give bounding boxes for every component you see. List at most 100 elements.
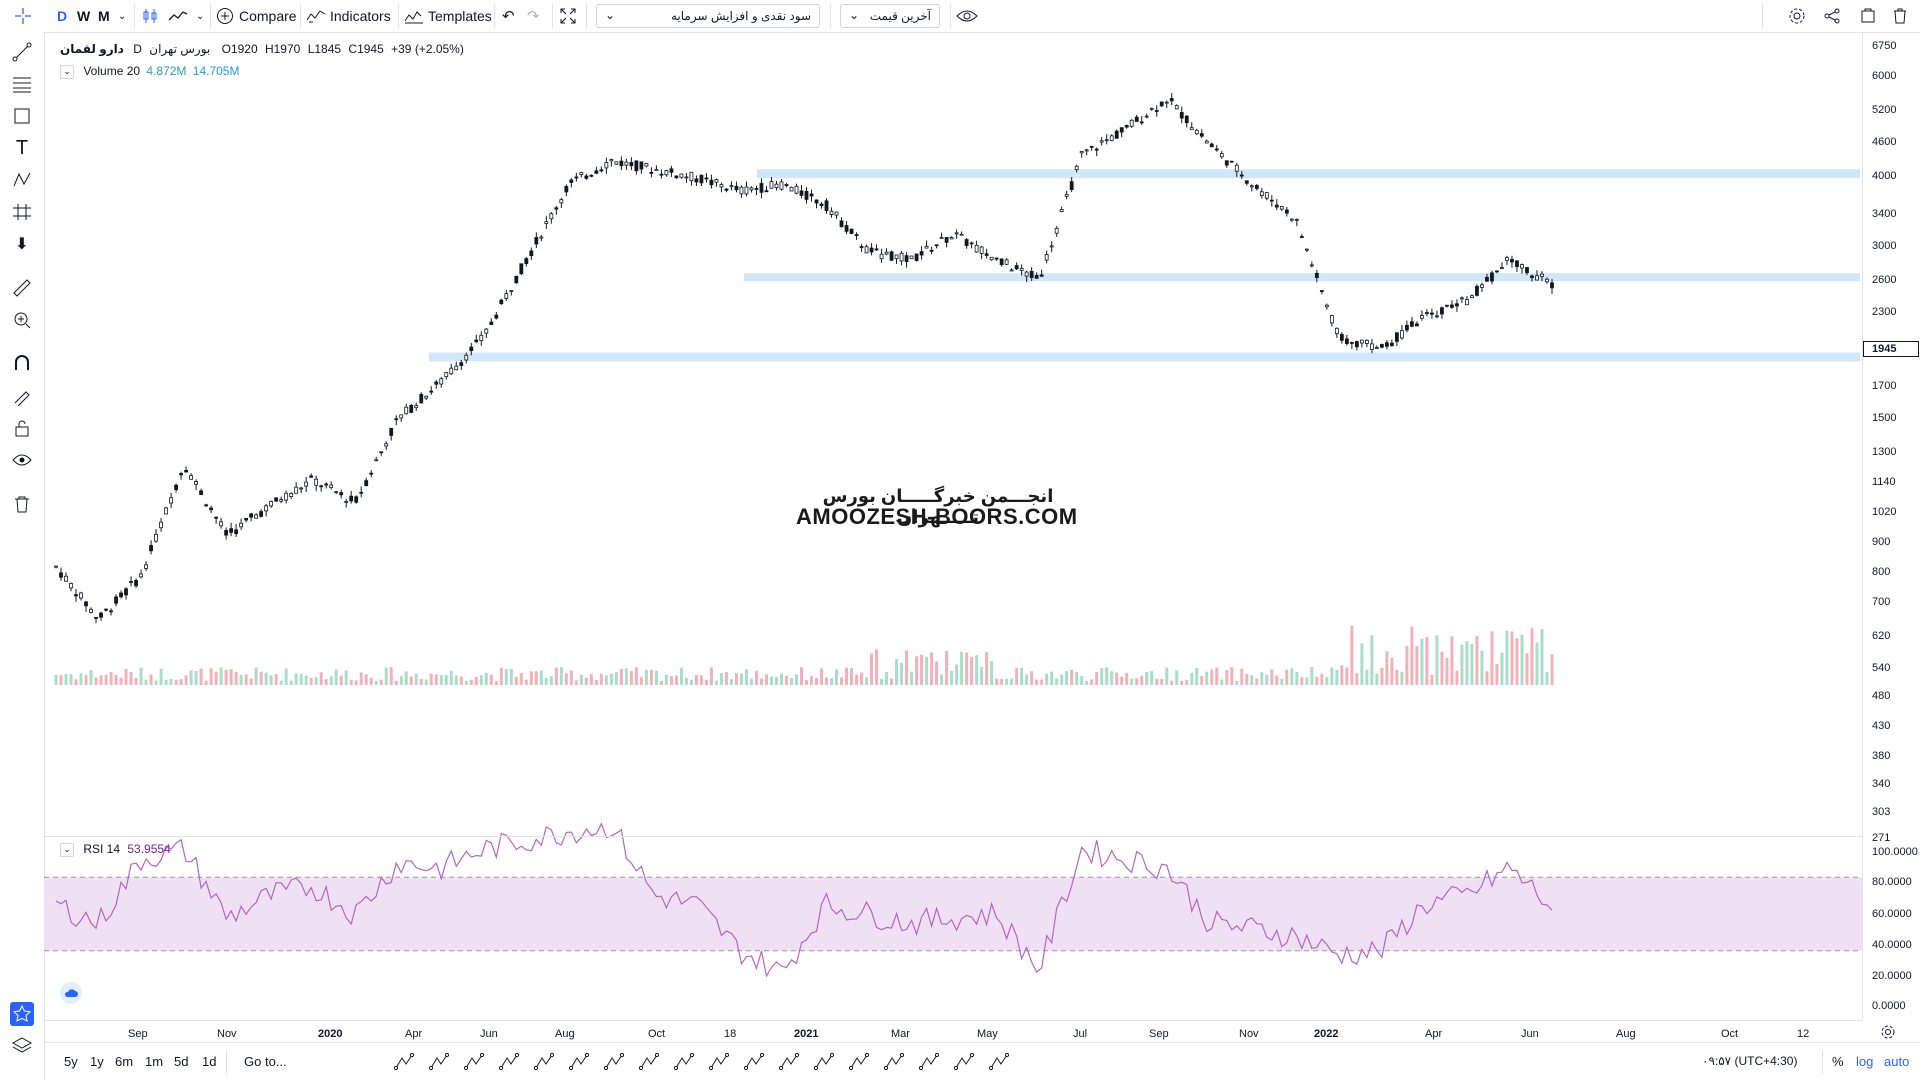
elliott-wave-icon[interactable] [882,1050,906,1074]
candle-body [1204,140,1209,144]
axis-settings-gear-icon[interactable] [1880,1024,1896,1043]
volume-bar [910,671,914,685]
line-chart-icon[interactable] [168,0,188,32]
interval-month-button[interactable]: M [98,8,110,24]
eye-icon[interactable] [10,448,34,472]
favorites-star-icon[interactable] [10,1002,34,1026]
candle-body [1119,127,1124,133]
range-5y[interactable]: 5y [64,1054,78,1069]
pattern-icon[interactable] [10,168,34,192]
log-scale-toggle[interactable]: log [1856,1054,1874,1069]
fib-retracement-icon[interactable] [10,72,34,96]
interval-week-button[interactable]: W [77,8,91,24]
text-tool-icon[interactable]: T [15,136,29,159]
measure-icon[interactable] [707,1050,731,1074]
candle-body [164,507,168,515]
price-chart[interactable] [44,32,1862,1020]
candle-body [1324,304,1329,308]
auto-scale-toggle[interactable]: auto [1884,1054,1910,1069]
lock-icon[interactable] [10,416,34,440]
range-1y[interactable]: 1y [90,1054,104,1069]
fib-icon[interactable] [532,1050,556,1074]
crosshair-icon[interactable] [8,0,38,32]
candle-body [834,211,839,216]
volume-bar [825,677,829,685]
volume-bar [1340,665,1344,685]
resistance-zone[interactable] [757,169,1860,179]
fullscreen-icon[interactable] [560,0,576,32]
percent-scale-toggle[interactable]: % [1832,1054,1844,1069]
price-tick-label: 430 [1872,720,1891,732]
trend-line-icon[interactable] [427,1050,451,1074]
price-axis[interactable] [1862,32,1920,1020]
arrow-down-icon[interactable]: ⬇ [15,236,29,253]
indicators-button[interactable]: Indicators [306,0,391,32]
range-6m[interactable]: 6m [115,1054,134,1069]
eye-icon[interactable] [956,0,978,32]
collapse-chevron-icon[interactable]: ⌄ [60,842,74,857]
trend-line-icon[interactable] [10,40,34,64]
current-price-label: 1945 [1863,341,1919,357]
undo-icon[interactable]: ↶ [502,8,515,25]
candle-body [544,221,549,224]
xabcd-pattern-icon[interactable] [812,1050,836,1074]
magnet-icon[interactable] [10,352,34,376]
crosshair-icon[interactable] [637,1050,661,1074]
abcd-pattern-icon[interactable] [847,1050,871,1074]
templates-button[interactable]: Templates [404,0,492,32]
time-axis[interactable] [44,1020,1862,1041]
candle-body [1239,174,1244,177]
horizontal-ray-icon[interactable] [602,1050,626,1074]
trash-icon[interactable] [10,492,34,516]
node-icon[interactable] [987,1050,1011,1074]
price-source-select[interactable]: ⌄ آخرین قیمت [840,4,940,28]
resistance-zone[interactable] [744,273,1860,282]
clock-timezone[interactable]: ۰۹:۵۷ (UTC+4:30) [1702,1054,1798,1068]
candle-body [1410,321,1414,327]
chart-type-chevron-icon[interactable]: ⌄ [196,10,205,22]
interval-dropdown-chevron-icon[interactable]: ⌄ [118,10,127,22]
price-range-icon[interactable] [917,1050,941,1074]
path-icon[interactable] [672,1050,696,1074]
trash-icon[interactable] [1893,0,1907,32]
arrow-icon[interactable] [742,1050,766,1074]
candle-body [469,346,474,352]
redo-icon[interactable]: ↷ [527,8,540,25]
horizontal-lines-icon[interactable] [392,1050,416,1074]
volume-bar [354,680,358,685]
candle-body [729,185,734,188]
goto-button[interactable]: Go to... [244,1054,287,1069]
legend-symbol[interactable]: دارو لقمان [60,42,124,56]
candles-icon[interactable] [141,0,159,32]
line-icon[interactable] [777,1050,801,1074]
stay-drawing-icon[interactable] [10,384,34,408]
share-icon[interactable] [1824,0,1840,32]
price-tick-label: 380 [1872,750,1891,762]
gear-icon[interactable] [1788,0,1806,32]
rsi-band [44,877,1862,951]
layers-icon[interactable] [10,1034,34,1058]
rectangle-icon[interactable] [10,104,34,128]
collapse-chevron-icon[interactable]: ⌄ [60,64,74,79]
divider [398,4,399,28]
volume-ma-value: 14.705M [192,64,240,78]
range-1d[interactable]: 1d [202,1054,217,1069]
candle-body [1134,116,1139,122]
volume-bar [174,680,178,685]
rectangle-icon[interactable] [462,1050,486,1074]
range-1m[interactable]: 1m [145,1054,164,1069]
resistance-zone[interactable] [429,352,1860,362]
zoom-in-icon[interactable] [10,308,34,332]
compare-button[interactable]: Compare [216,0,297,32]
interval-day-button[interactable]: D [57,8,68,24]
callout-icon[interactable] [567,1050,591,1074]
dividend-adjustment-select[interactable]: ⌄ سود نقدی و افزایش سرمایه [596,4,820,28]
ruler-icon[interactable] [10,276,34,300]
candle-body [1129,119,1134,127]
range-5d[interactable]: 5d [174,1054,189,1069]
cloud-icon[interactable] [60,982,82,1004]
text-tool-icon[interactable] [497,1050,521,1074]
brush-icon[interactable] [952,1050,976,1074]
snapshot-icon[interactable] [1860,0,1876,32]
prediction-icon[interactable] [10,200,34,224]
